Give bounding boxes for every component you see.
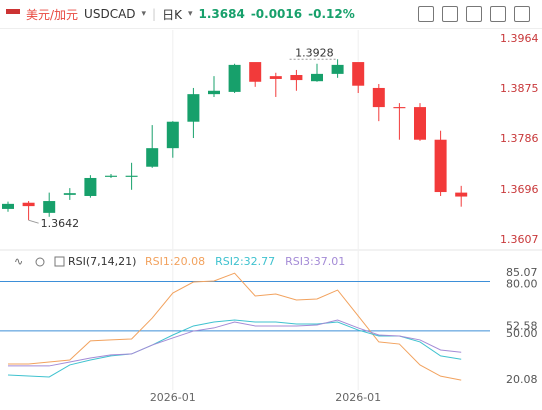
candle-body (166, 121, 179, 149)
candle-body (311, 73, 323, 82)
y-tick-label: 85.07 (506, 266, 538, 279)
y-tick-label: 1.3607 (500, 233, 539, 246)
y-tick-label: 20.08 (506, 373, 538, 386)
candle-body (125, 175, 138, 177)
y-tick-label: 80.00 (506, 278, 538, 291)
legend-entry: RSI1:20.08 (145, 255, 205, 268)
candle-body (43, 201, 56, 213)
candle-body (146, 148, 159, 167)
candle-body (434, 139, 447, 193)
max-label: 1.3928 (295, 46, 334, 59)
pair-name[interactable]: 美元/加元 (26, 7, 79, 22)
y-tick-label: 1.3696 (500, 183, 539, 196)
eye-icon[interactable]: ∿ (14, 255, 23, 268)
candle-body (372, 87, 385, 108)
legend-entry: RSI3:37.01 (285, 255, 345, 268)
flag (6, 9, 20, 19)
tool-button[interactable] (490, 6, 506, 22)
x-tick-label: 2026-01 (150, 391, 196, 404)
header: 美元/加元 USDCAD ▾ | 日K ▾ 1.3684 -0.0016 -0.12… (0, 0, 542, 29)
y-tick-label: 1.3964 (500, 32, 539, 45)
symbol[interactable]: USDCAD (84, 7, 136, 21)
candle-body (84, 177, 97, 196)
change-pct: -0.12% (308, 7, 355, 21)
tool-button[interactable] (418, 6, 434, 22)
candle-body (290, 75, 303, 81)
candle-body (331, 64, 344, 74)
candle-body (63, 193, 76, 195)
candle-body (2, 203, 14, 209)
expand-icon[interactable] (54, 256, 65, 267)
x-tick-label: 2026-01 (335, 391, 381, 404)
period[interactable]: 日K (162, 7, 182, 22)
rsi-line (7, 319, 462, 378)
candle-body (187, 94, 200, 122)
candle-body (352, 62, 365, 86)
annotation-line (28, 219, 39, 224)
candle-body (208, 90, 220, 95)
tool-button[interactable] (466, 6, 482, 22)
min-label: 1.3642 (41, 217, 80, 230)
candle-body (22, 202, 35, 207)
tool-button[interactable] (514, 6, 530, 22)
settings-icon[interactable] (35, 257, 45, 267)
rsi-line (8, 319, 462, 367)
price: 1.3684 (198, 7, 245, 21)
y-tick-label: 52.58 (506, 320, 538, 333)
candle-body (269, 76, 282, 79)
rsi-title: RSI(7,14,21) (68, 255, 136, 268)
candle-body (249, 62, 262, 82)
y-tick-label: 50.00 (506, 327, 538, 340)
change: -0.0016 (250, 7, 303, 21)
candle-body (414, 107, 426, 140)
candle-body (105, 175, 117, 177)
candle-body (393, 107, 406, 109)
y-tick-label: 1.3786 (500, 132, 539, 145)
candle-body (455, 192, 468, 197)
candle-body (228, 64, 241, 92)
y-tick-label: 1.3875 (500, 82, 539, 95)
legend-entry: RSI2:32.77 (215, 255, 275, 268)
tool-button[interactable] (442, 6, 458, 22)
rsi-line (8, 272, 462, 381)
